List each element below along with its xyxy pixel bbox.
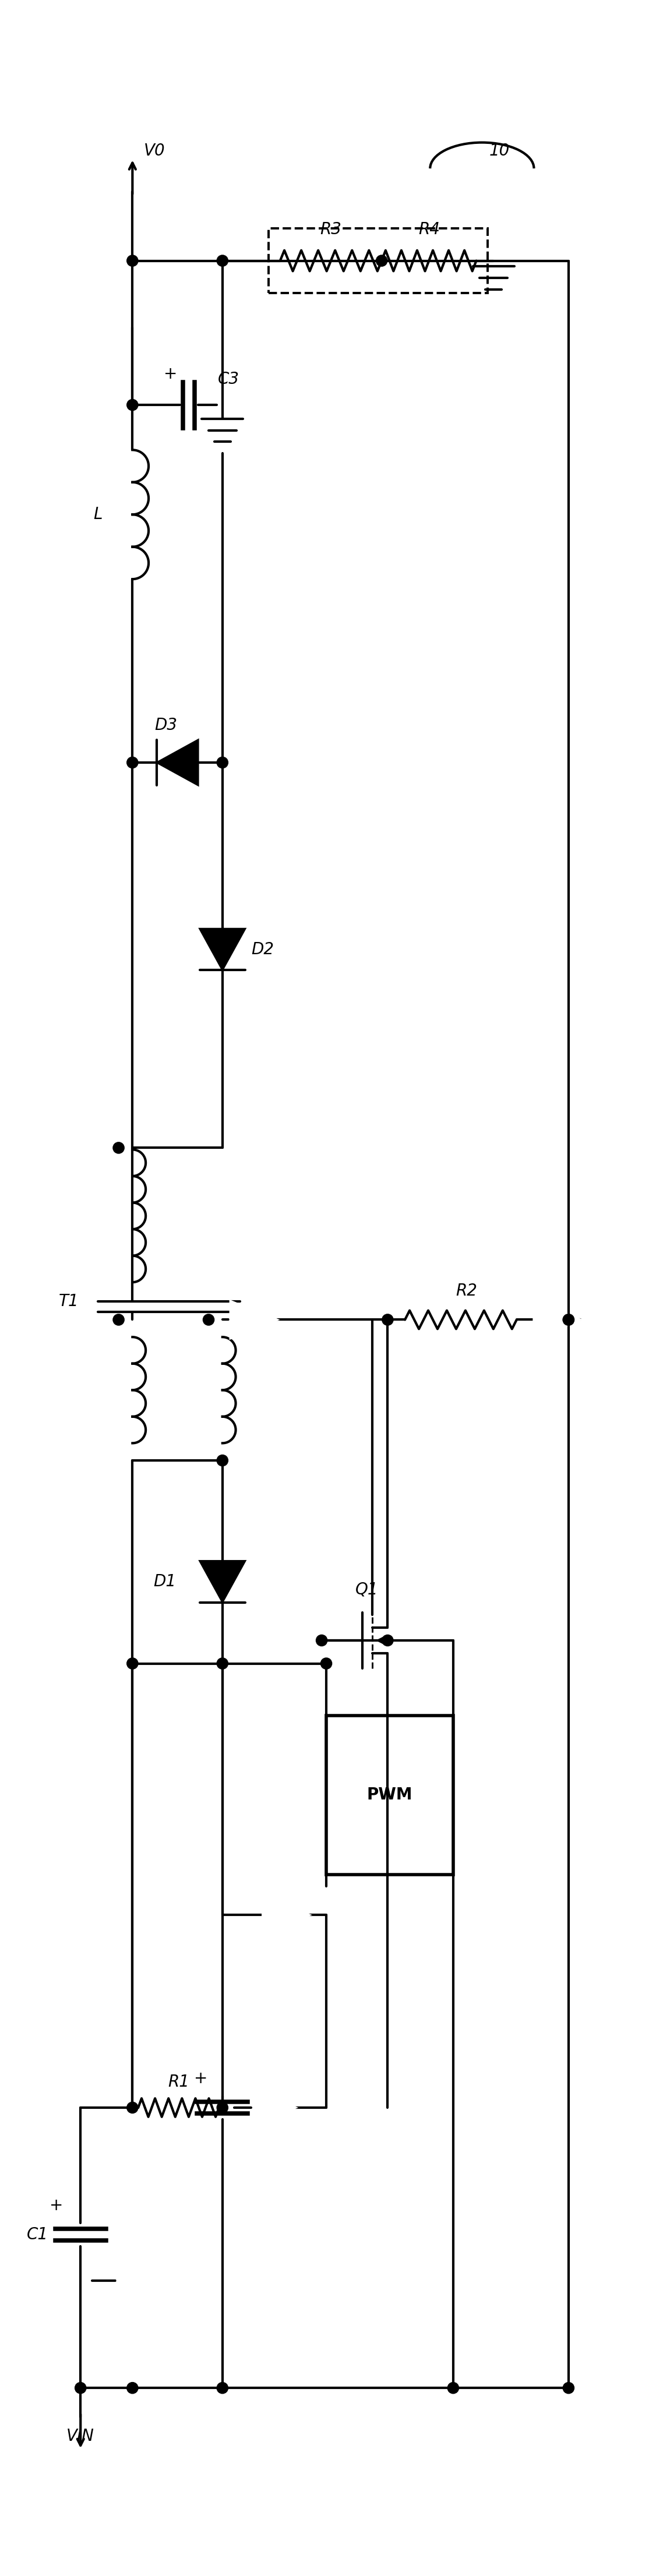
- Circle shape: [217, 1659, 228, 1669]
- Circle shape: [113, 1144, 124, 1154]
- Circle shape: [316, 1636, 327, 1646]
- Circle shape: [113, 1314, 124, 1324]
- Text: D3: D3: [155, 716, 177, 734]
- Text: VIN: VIN: [67, 2429, 94, 2445]
- Circle shape: [564, 2383, 574, 2393]
- Circle shape: [564, 1314, 574, 1324]
- Circle shape: [75, 2383, 86, 2393]
- Circle shape: [382, 1636, 393, 1646]
- Text: +: +: [194, 2071, 207, 2087]
- Circle shape: [217, 757, 228, 768]
- Text: R2: R2: [456, 1283, 478, 1298]
- Circle shape: [203, 1314, 214, 1324]
- Circle shape: [127, 757, 138, 768]
- Circle shape: [127, 399, 138, 410]
- Text: R4: R4: [419, 222, 440, 237]
- Circle shape: [127, 1659, 138, 1669]
- Text: T1: T1: [59, 1293, 79, 1309]
- Text: +: +: [164, 366, 177, 381]
- Circle shape: [127, 2383, 138, 2393]
- Circle shape: [448, 2383, 459, 2393]
- Text: C2: C2: [255, 2099, 276, 2115]
- Circle shape: [127, 255, 138, 265]
- Text: R1: R1: [168, 2074, 190, 2089]
- Circle shape: [382, 1314, 393, 1324]
- Text: D1: D1: [154, 1574, 176, 1589]
- Circle shape: [321, 1659, 331, 1669]
- Text: R3: R3: [320, 222, 342, 237]
- Text: V0: V0: [144, 144, 165, 160]
- Text: C3: C3: [218, 371, 239, 386]
- Circle shape: [217, 2383, 228, 2393]
- Polygon shape: [263, 1896, 309, 1935]
- Text: +: +: [50, 2197, 63, 2213]
- Circle shape: [127, 2102, 138, 2112]
- Text: D2: D2: [251, 940, 274, 958]
- Circle shape: [217, 255, 228, 265]
- Polygon shape: [157, 739, 198, 786]
- Polygon shape: [230, 1301, 277, 1337]
- Circle shape: [377, 255, 387, 265]
- Polygon shape: [199, 1561, 245, 1602]
- Text: 10: 10: [489, 144, 510, 160]
- Polygon shape: [117, 2264, 159, 2298]
- Circle shape: [564, 1314, 574, 1324]
- Polygon shape: [254, 2092, 295, 2125]
- Bar: [268, 229, 488, 294]
- Text: C1: C1: [27, 2226, 49, 2244]
- Text: Q1: Q1: [355, 1582, 378, 1597]
- Polygon shape: [534, 1301, 580, 1337]
- Text: L: L: [93, 507, 102, 523]
- Circle shape: [217, 2102, 228, 2112]
- Polygon shape: [199, 930, 245, 971]
- Circle shape: [217, 1455, 228, 1466]
- Text: PWM: PWM: [367, 1788, 413, 1803]
- Bar: [326, 1716, 453, 1875]
